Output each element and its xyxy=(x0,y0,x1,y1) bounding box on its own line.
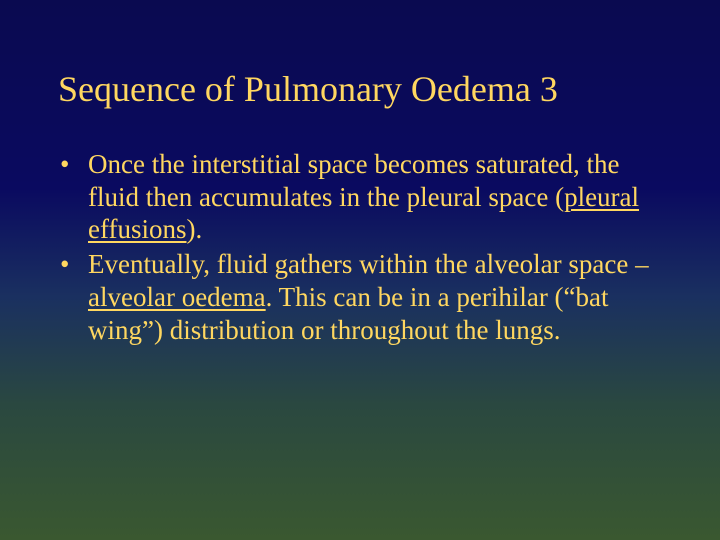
slide-title: Sequence of Pulmonary Oedema 3 xyxy=(0,0,720,110)
text-segment: ). xyxy=(187,214,203,244)
bullet-text: Once the interstitial space becomes satu… xyxy=(88,148,660,247)
underlined-term: alveolar oedema xyxy=(88,282,266,312)
text-segment: Eventually, fluid gathers within the alv… xyxy=(88,249,649,279)
bullet-marker-icon: • xyxy=(60,148,88,247)
slide-body: • Once the interstitial space becomes sa… xyxy=(0,110,720,348)
bullet-text: Eventually, fluid gathers within the alv… xyxy=(88,248,660,347)
bullet-marker-icon: • xyxy=(60,248,88,347)
bullet-item: • Once the interstitial space becomes sa… xyxy=(60,148,660,247)
text-segment: Once the interstitial space becomes satu… xyxy=(88,149,620,212)
slide: Sequence of Pulmonary Oedema 3 • Once th… xyxy=(0,0,720,540)
bullet-item: • Eventually, fluid gathers within the a… xyxy=(60,248,660,347)
